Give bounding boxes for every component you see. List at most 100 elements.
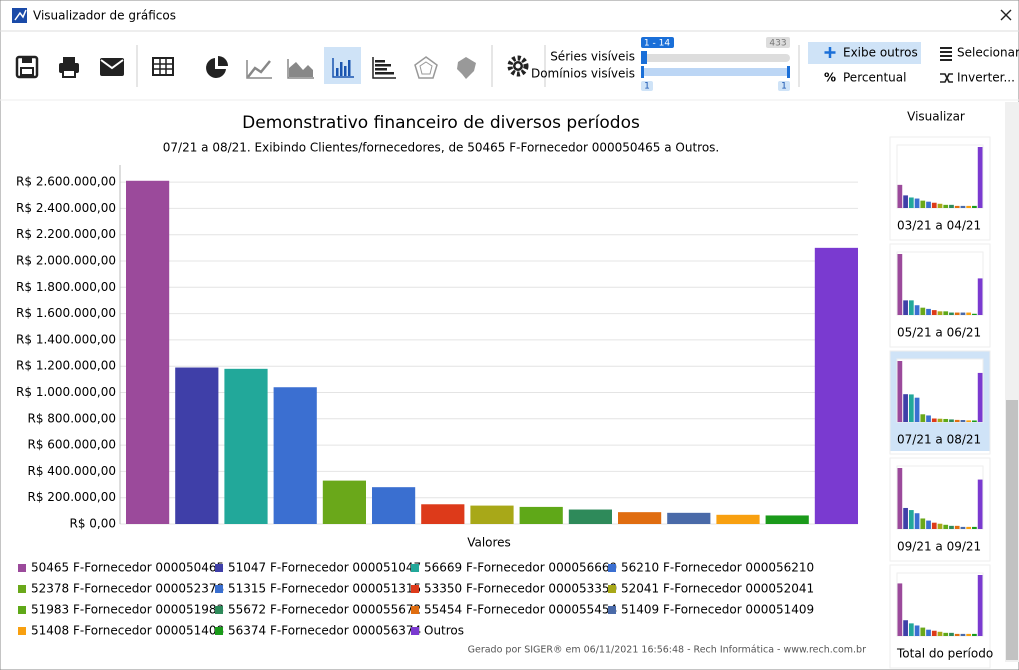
domains-slider-handle[interactable] [641, 66, 644, 78]
footer: Gerado por SIGER® em 06/11/2021 16:56:48… [468, 645, 866, 656]
bar-button[interactable] [332, 58, 354, 78]
legend-entry: 52378 F-Fornecedor 000052378 [31, 582, 224, 596]
legend-entry: 50465 F-Fornecedor 000050465 [31, 561, 224, 575]
thumbnail-bar [949, 204, 954, 208]
area-button[interactable] [287, 59, 314, 79]
thumbnail-bar [931, 418, 937, 422]
save-button[interactable] [15, 55, 39, 79]
app-icon [12, 8, 27, 23]
x-tick-label: Valores [467, 536, 511, 550]
thumbnail-bar [914, 305, 920, 315]
domains-slider-handle[interactable] [787, 66, 790, 78]
thumbnail-label: 03/21 a 04/21 [897, 219, 981, 233]
thumbnail-bar [937, 631, 943, 636]
table-button[interactable] [152, 57, 174, 76]
y-tick-label: R$ 2.000.000,00 [16, 253, 116, 267]
thumbnail-frame[interactable] [889, 350, 991, 455]
series-total: 433 [769, 39, 786, 49]
legend-swatch [18, 564, 26, 572]
thumbnail-bar [908, 197, 914, 208]
series-range: 1 - 14 [644, 39, 670, 49]
legend-entry: 56669 F-Fornecedor 000056669 [424, 561, 617, 575]
y-tick-label: R$ 600.000,00 [28, 438, 117, 452]
thumbnail-bar [966, 633, 972, 636]
series-slider-track[interactable] [641, 54, 790, 62]
show-others-button-bg[interactable] [808, 42, 921, 64]
thumbnail-bar [926, 308, 931, 315]
percent-icon: % [824, 71, 836, 85]
thumbnail-frame[interactable] [889, 564, 991, 669]
print-button[interactable] [59, 57, 79, 78]
thumbnail-bar [920, 307, 926, 315]
thumbnail-bar [977, 278, 983, 315]
settings-button[interactable] [507, 55, 529, 77]
legend-swatch [215, 606, 223, 614]
thumbnail-bar [908, 510, 914, 529]
window-title: Visualizador de gráficos [33, 9, 176, 23]
thumbnail-bar [954, 525, 960, 529]
legend-swatch [608, 606, 616, 614]
bar [126, 180, 170, 524]
thumbnail-bar [926, 629, 931, 636]
select-button[interactable]: Selecionar... [957, 46, 1019, 60]
legend-entry: Outros [424, 624, 464, 638]
legend-swatch [215, 627, 223, 635]
thumbnail-bar [926, 415, 931, 422]
list-icon [940, 47, 952, 61]
thumbnail-bar [920, 200, 926, 208]
legend-entry: 51047 F-Fornecedor 000051047 [228, 561, 421, 575]
bar [765, 515, 809, 524]
close-button[interactable] [1000, 9, 1012, 21]
series-slider-handle[interactable] [641, 51, 647, 64]
legend-swatch [411, 564, 419, 572]
show-others-button[interactable]: Exibe outros [843, 46, 918, 60]
invert-button[interactable]: Inverter... [957, 71, 1015, 85]
thumbnail-bar [937, 523, 943, 529]
thumbnail-frame[interactable] [889, 243, 991, 348]
bar [372, 487, 416, 524]
legend-entry: 55454 F-Fornecedor 000055454 [424, 603, 617, 617]
y-tick-label: R$ 800.000,00 [28, 411, 117, 425]
pie-button[interactable] [206, 56, 228, 78]
series-total-badge [766, 37, 790, 48]
thumbnail-label: Total do período [896, 647, 993, 661]
thumbnail-frame[interactable] [889, 457, 991, 562]
thumbnail-bar [897, 583, 903, 636]
thumbnail-bar [943, 204, 949, 208]
y-tick-label: R$ 1.200.000,00 [16, 359, 116, 373]
thumbnail-bar [903, 507, 908, 529]
domains-end-badge [778, 81, 790, 91]
domains-slider-track[interactable] [641, 68, 790, 76]
thumbnail-label: 09/21 a 09/21 [897, 540, 981, 554]
y-tick-label: R$ 200.000,00 [28, 490, 117, 504]
thumbnail-bar [972, 526, 977, 529]
thumbnail-frame[interactable] [889, 136, 991, 241]
email-button[interactable] [100, 58, 124, 76]
percent-button[interactable]: Percentual [843, 71, 906, 85]
legend-swatch [608, 585, 616, 593]
bar [667, 512, 711, 524]
thumbnail-bar [908, 300, 914, 315]
hbar-button[interactable] [372, 57, 396, 79]
shuffle-icon [940, 73, 953, 83]
domains-start: 1 [644, 82, 650, 92]
thumbnail-bar [914, 397, 920, 422]
thumbnail-bar [966, 526, 972, 529]
map-button[interactable] [457, 57, 476, 79]
thumbnail-bar [977, 479, 983, 529]
thumbnail-bar [966, 420, 972, 422]
bar [273, 387, 317, 524]
y-tick-label: R$ 1.800.000,00 [16, 280, 116, 294]
thumbnail-bar [943, 632, 949, 636]
thumbnail-bar [943, 418, 949, 422]
legend-swatch [215, 585, 223, 593]
thumbnail-bar [937, 311, 943, 315]
bar [175, 367, 219, 524]
thumbnail-bar [903, 300, 908, 315]
scrollbar-thumb[interactable] [1006, 400, 1018, 660]
radar-button[interactable] [414, 56, 438, 79]
bar [421, 504, 465, 524]
thumbnail-bar [954, 633, 960, 636]
y-tick-label: R$ 2.200.000,00 [16, 227, 116, 241]
line-button[interactable] [246, 60, 272, 79]
